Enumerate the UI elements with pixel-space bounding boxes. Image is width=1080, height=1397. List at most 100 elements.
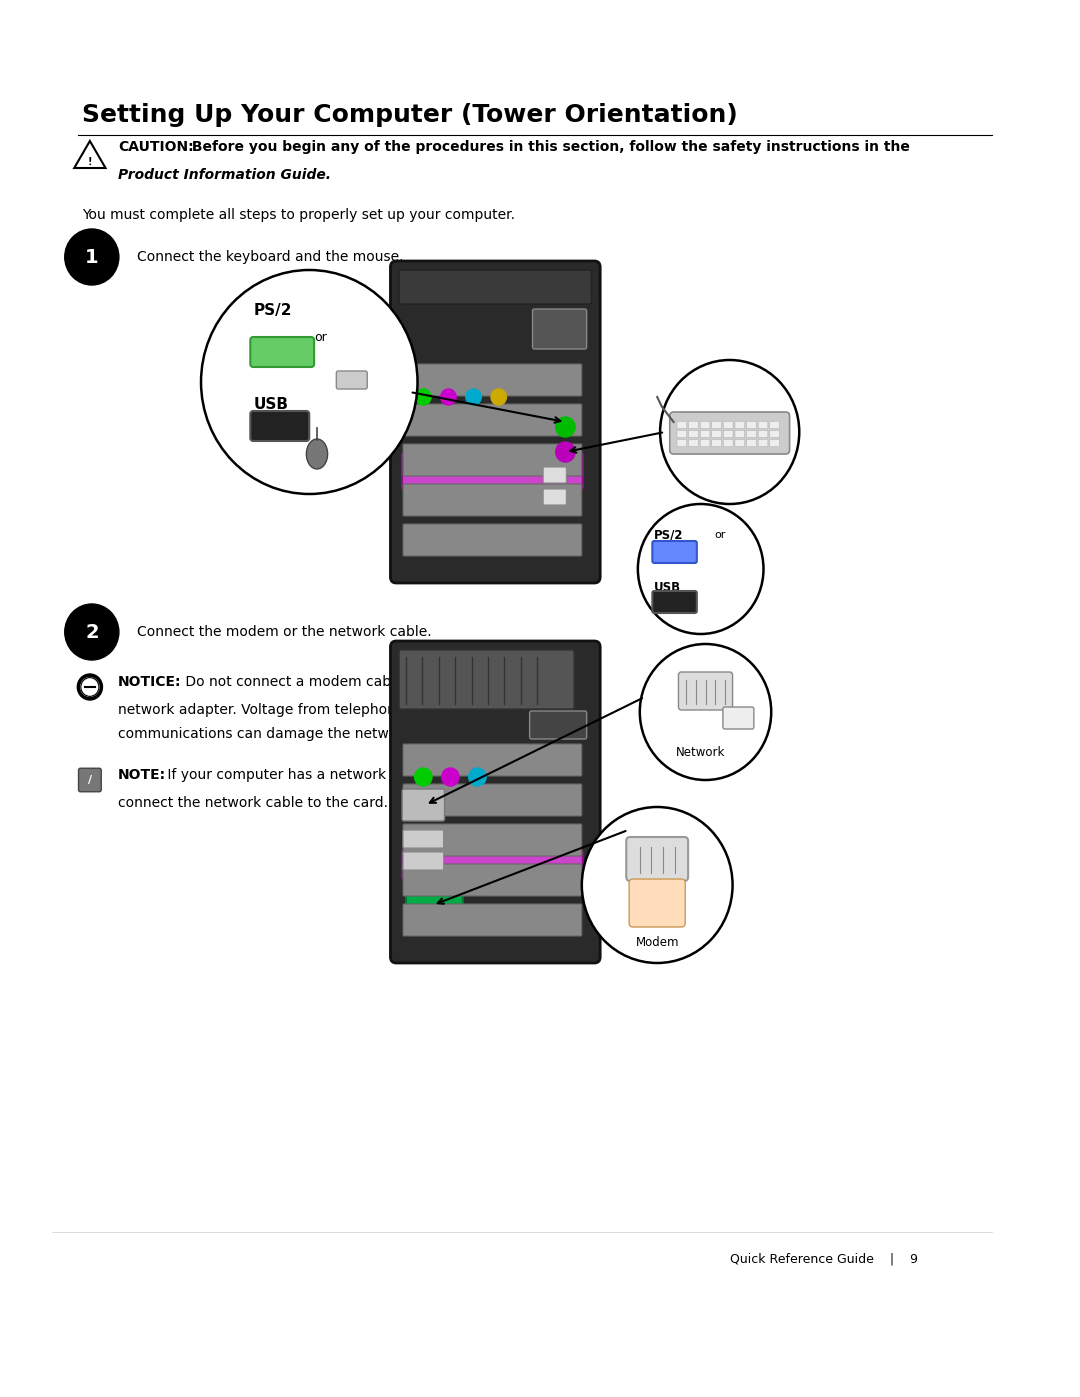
FancyBboxPatch shape xyxy=(770,440,780,447)
Circle shape xyxy=(65,229,119,285)
FancyBboxPatch shape xyxy=(670,412,789,454)
FancyBboxPatch shape xyxy=(677,440,687,447)
FancyBboxPatch shape xyxy=(758,440,768,447)
FancyBboxPatch shape xyxy=(746,430,756,437)
FancyBboxPatch shape xyxy=(677,422,687,429)
FancyBboxPatch shape xyxy=(724,430,733,437)
FancyBboxPatch shape xyxy=(724,422,733,429)
Circle shape xyxy=(660,360,799,504)
FancyBboxPatch shape xyxy=(406,884,463,914)
Circle shape xyxy=(491,388,507,405)
Circle shape xyxy=(81,678,99,696)
Text: Do not connect a modem cable to the: Do not connect a modem cable to the xyxy=(180,675,448,689)
Text: connect the network cable to the card.: connect the network cable to the card. xyxy=(118,796,388,810)
Text: /: / xyxy=(87,775,92,785)
FancyBboxPatch shape xyxy=(652,591,697,613)
Text: You must complete all steps to properly set up your computer.: You must complete all steps to properly … xyxy=(82,208,515,222)
FancyBboxPatch shape xyxy=(403,904,582,936)
FancyBboxPatch shape xyxy=(403,745,582,775)
FancyBboxPatch shape xyxy=(403,365,582,395)
FancyBboxPatch shape xyxy=(391,641,600,963)
FancyBboxPatch shape xyxy=(689,440,699,447)
FancyBboxPatch shape xyxy=(400,270,592,305)
Circle shape xyxy=(78,673,103,700)
Circle shape xyxy=(582,807,732,963)
FancyBboxPatch shape xyxy=(712,422,721,429)
Circle shape xyxy=(638,504,764,634)
FancyBboxPatch shape xyxy=(735,440,744,447)
FancyBboxPatch shape xyxy=(79,768,102,792)
FancyBboxPatch shape xyxy=(735,422,744,429)
FancyBboxPatch shape xyxy=(403,824,582,856)
FancyBboxPatch shape xyxy=(403,444,582,476)
FancyBboxPatch shape xyxy=(403,863,582,895)
FancyBboxPatch shape xyxy=(543,489,566,504)
Circle shape xyxy=(556,416,575,437)
Text: 2: 2 xyxy=(85,623,98,641)
FancyBboxPatch shape xyxy=(678,672,732,710)
Text: PS/2: PS/2 xyxy=(654,528,684,542)
FancyBboxPatch shape xyxy=(652,541,697,563)
FancyBboxPatch shape xyxy=(251,337,314,367)
Text: Quick Reference Guide    |    9: Quick Reference Guide | 9 xyxy=(730,1253,918,1266)
Circle shape xyxy=(442,768,459,787)
FancyBboxPatch shape xyxy=(724,440,733,447)
FancyBboxPatch shape xyxy=(402,789,445,821)
FancyBboxPatch shape xyxy=(403,404,582,436)
Text: USB: USB xyxy=(654,581,681,594)
Ellipse shape xyxy=(307,439,327,469)
FancyBboxPatch shape xyxy=(402,851,583,879)
FancyBboxPatch shape xyxy=(689,422,699,429)
Circle shape xyxy=(441,388,456,405)
Text: Connect the modem or the network cable.: Connect the modem or the network cable. xyxy=(137,624,432,638)
Text: or: or xyxy=(714,529,726,541)
FancyBboxPatch shape xyxy=(700,430,710,437)
Text: 1: 1 xyxy=(85,247,98,267)
Text: or: or xyxy=(314,331,327,344)
Text: CAUTION:: CAUTION: xyxy=(118,140,193,154)
Text: NOTICE:: NOTICE: xyxy=(118,675,181,689)
Text: network adapter. Voltage from telephone: network adapter. Voltage from telephone xyxy=(118,703,404,717)
Text: NOTE:: NOTE: xyxy=(118,768,166,782)
FancyBboxPatch shape xyxy=(336,372,367,388)
FancyBboxPatch shape xyxy=(723,707,754,729)
FancyBboxPatch shape xyxy=(712,430,721,437)
Text: PS/2: PS/2 xyxy=(253,303,292,317)
Circle shape xyxy=(416,388,431,405)
FancyBboxPatch shape xyxy=(758,430,768,437)
Circle shape xyxy=(556,441,575,462)
FancyBboxPatch shape xyxy=(532,309,586,349)
FancyBboxPatch shape xyxy=(626,837,688,882)
Text: USB: USB xyxy=(253,397,288,412)
FancyBboxPatch shape xyxy=(712,440,721,447)
Text: If your computer has a network card installed,: If your computer has a network card inst… xyxy=(163,768,489,782)
FancyBboxPatch shape xyxy=(403,852,444,870)
FancyBboxPatch shape xyxy=(677,430,687,437)
FancyBboxPatch shape xyxy=(630,879,685,928)
Text: Connect the keyboard and the mouse.: Connect the keyboard and the mouse. xyxy=(137,250,404,264)
Circle shape xyxy=(639,644,771,780)
FancyBboxPatch shape xyxy=(403,830,444,848)
FancyBboxPatch shape xyxy=(758,422,768,429)
FancyBboxPatch shape xyxy=(700,440,710,447)
Text: Before you begin any of the procedures in this section, follow the safety instru: Before you begin any of the procedures i… xyxy=(188,140,910,154)
Circle shape xyxy=(415,768,432,787)
Text: Product Information Guide.: Product Information Guide. xyxy=(118,168,330,182)
FancyBboxPatch shape xyxy=(400,650,575,710)
Text: Network: Network xyxy=(676,746,726,759)
FancyBboxPatch shape xyxy=(402,453,583,489)
FancyBboxPatch shape xyxy=(770,422,780,429)
Circle shape xyxy=(201,270,418,495)
FancyBboxPatch shape xyxy=(251,411,309,441)
FancyBboxPatch shape xyxy=(746,422,756,429)
FancyBboxPatch shape xyxy=(529,711,586,739)
FancyBboxPatch shape xyxy=(391,261,600,583)
Text: !: ! xyxy=(87,156,92,166)
Text: Modem: Modem xyxy=(635,936,679,950)
Circle shape xyxy=(465,388,482,405)
Text: Setting Up Your Computer (Tower Orientation): Setting Up Your Computer (Tower Orientat… xyxy=(82,103,738,127)
FancyBboxPatch shape xyxy=(403,784,582,816)
FancyBboxPatch shape xyxy=(770,430,780,437)
FancyBboxPatch shape xyxy=(689,430,699,437)
FancyBboxPatch shape xyxy=(543,467,566,483)
